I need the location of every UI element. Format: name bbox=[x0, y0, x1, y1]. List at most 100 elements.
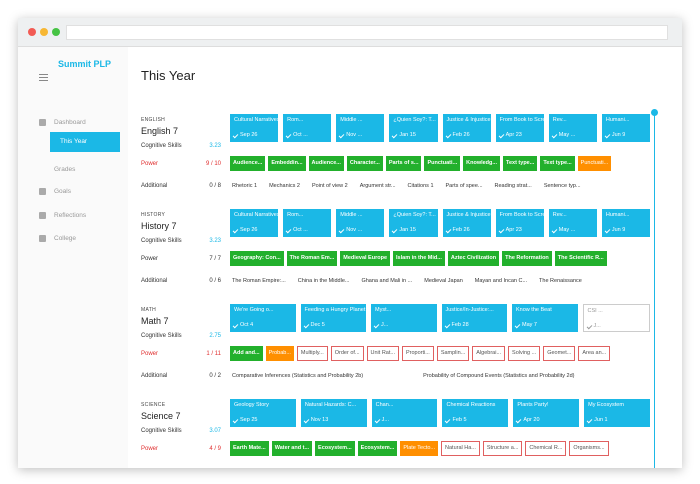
power-focus[interactable]: Geomet... bbox=[543, 346, 576, 361]
project-card[interactable]: Know the Beat May 7 bbox=[512, 304, 578, 332]
power-focus[interactable]: Medieval Europe bbox=[340, 251, 391, 266]
close-button[interactable] bbox=[28, 28, 36, 36]
check-icon bbox=[232, 322, 239, 329]
power-focus[interactable]: Islam in the Mid... bbox=[393, 251, 445, 266]
project-card[interactable]: Justice & Injustice In... Feb 26 bbox=[442, 114, 491, 142]
project-card[interactable]: Humani... Jun 9 bbox=[601, 209, 650, 237]
power-focus[interactable]: Earth Mate... bbox=[230, 441, 269, 456]
project-card[interactable]: Myst... J... bbox=[371, 304, 437, 332]
check-icon bbox=[515, 417, 522, 424]
additional-focus[interactable]: The Roman Empire:... bbox=[232, 278, 286, 284]
project-card[interactable]: Middle ... Nov ... bbox=[336, 209, 385, 237]
project-card[interactable]: Rom... Oct ... bbox=[283, 114, 332, 142]
project-card[interactable]: ¿Quien Soy?: T... Jan 15 bbox=[389, 114, 438, 142]
project-card[interactable]: From Book to Screen Apr 23 bbox=[495, 114, 544, 142]
power-focus[interactable]: The Scientific R... bbox=[554, 251, 607, 266]
power-focus[interactable]: Ecosystem... bbox=[357, 441, 398, 456]
power-focus[interactable]: Parts of s... bbox=[385, 156, 422, 171]
power-focus[interactable]: Embeddin... bbox=[268, 156, 306, 171]
power-focus[interactable]: Samplin... bbox=[436, 346, 470, 361]
project-card[interactable]: Cultural Narratives Proj... Sep 26 bbox=[230, 209, 279, 237]
additional-focus[interactable]: Argument str... bbox=[359, 183, 396, 189]
power-focus[interactable]: Order of... bbox=[330, 346, 364, 361]
additional-focus[interactable]: Citations 1 bbox=[407, 183, 434, 189]
project-card[interactable]: Cultural Narratives Proj... Sep 26 bbox=[230, 114, 279, 142]
power-focus[interactable]: Ecosystem... bbox=[315, 441, 355, 456]
power-focus[interactable]: Add and... bbox=[230, 346, 263, 361]
additional-focus[interactable]: Ghana and Mali in ... bbox=[361, 278, 413, 284]
power-focus[interactable]: Plate Tecto... bbox=[400, 441, 439, 456]
address-bar[interactable] bbox=[66, 25, 668, 40]
project-date: Jun 9 bbox=[611, 132, 626, 138]
additional-focus[interactable]: Sentence typ... bbox=[543, 183, 581, 189]
power-focus[interactable]: Solving ... bbox=[508, 346, 541, 361]
menu-icon[interactable] bbox=[39, 80, 48, 81]
additional-focus[interactable]: Point of view 2 bbox=[311, 183, 348, 189]
power-focus[interactable]: Audience... bbox=[308, 156, 344, 171]
nav-item[interactable]: Reflections bbox=[54, 212, 87, 219]
nav-item[interactable]: College bbox=[54, 235, 77, 242]
project-card[interactable]: Plants Party! Apr 20 bbox=[513, 399, 580, 427]
power-focus[interactable]: Text type... bbox=[540, 156, 575, 171]
power-focus[interactable]: Punctuati... bbox=[424, 156, 461, 171]
power-focus[interactable]: Audience... bbox=[230, 156, 266, 171]
project-card[interactable]: Feeding a Hungry Planet Dec 5 bbox=[300, 304, 366, 332]
project-card[interactable]: Rev... May ... bbox=[548, 209, 597, 237]
power-focus[interactable]: Geography: Con... bbox=[230, 251, 284, 266]
power-focus[interactable]: Unit Rat... bbox=[366, 346, 399, 361]
additional-focus[interactable]: The Renaissance bbox=[539, 278, 582, 284]
power-focus[interactable]: Aztec Civilization bbox=[447, 251, 500, 266]
project-card[interactable]: Humani... Jun 9 bbox=[601, 114, 650, 142]
additional-focus[interactable]: Probability of Compound Events (Statisti… bbox=[423, 373, 575, 379]
additional-focus[interactable]: Mechanics 2 bbox=[269, 183, 300, 189]
project-card[interactable]: Natural Hazards: C... Nov 13 bbox=[300, 399, 367, 427]
project-card[interactable]: Justice & Injustice In... Feb 26 bbox=[442, 209, 491, 237]
additional-focus[interactable]: Comparative Inferences (Statistics and P… bbox=[232, 373, 364, 379]
nav-item[interactable]: This Year bbox=[50, 132, 120, 152]
power-focus[interactable]: Probab... bbox=[265, 346, 294, 361]
power-focus[interactable]: The Reformation bbox=[502, 251, 552, 266]
logo[interactable]: Summit PLP bbox=[58, 59, 112, 69]
project-card[interactable]: Chan... J... bbox=[371, 399, 438, 427]
minimize-button[interactable] bbox=[40, 28, 48, 36]
check-icon bbox=[374, 417, 380, 424]
project-card[interactable]: ¿Quien Soy?: T... Jan 15 bbox=[389, 209, 438, 237]
power-focus[interactable]: Text type... bbox=[503, 156, 538, 171]
project-card[interactable]: CSI ... J... bbox=[582, 304, 650, 332]
power-focus[interactable]: Water and t... bbox=[271, 441, 313, 456]
maximize-button[interactable] bbox=[52, 28, 60, 36]
power-focus[interactable]: Knowledg... bbox=[463, 156, 500, 171]
project-card[interactable]: Middle ... Nov ... bbox=[336, 114, 385, 142]
menu-icon[interactable] bbox=[39, 74, 48, 75]
power-value: 1 / 11 bbox=[206, 351, 221, 357]
power-focus[interactable]: Character... bbox=[346, 156, 383, 171]
power-focus[interactable]: Organisms... bbox=[569, 441, 609, 456]
additional-focus[interactable]: Medieval Japan bbox=[424, 278, 463, 284]
power-focus[interactable]: The Roman Em... bbox=[286, 251, 338, 266]
nav-item[interactable]: Goals bbox=[54, 188, 71, 195]
additional-focus[interactable]: Rhetoric 1 bbox=[232, 183, 258, 189]
nav-item[interactable]: Grades bbox=[54, 166, 76, 173]
project-card[interactable]: Rom... Oct ... bbox=[283, 209, 332, 237]
project-card[interactable]: My Ecosystem Jun 1 bbox=[584, 399, 650, 427]
project-card[interactable]: Justice/In-Justice:... Feb 28 bbox=[441, 304, 507, 332]
additional-focus[interactable]: China in the Middle... bbox=[297, 278, 350, 284]
nav-item[interactable]: Dashboard bbox=[54, 119, 86, 126]
additional-focus[interactable]: Mayan and Incan C... bbox=[474, 278, 528, 284]
power-focus[interactable]: Natural Ha... bbox=[441, 441, 480, 456]
power-focus[interactable]: Proporti... bbox=[401, 346, 434, 361]
power-focus[interactable]: Multiply... bbox=[296, 346, 328, 361]
project-card[interactable]: Geology Story Sep 25 bbox=[230, 399, 296, 427]
additional-focus[interactable]: Parts of spee... bbox=[445, 183, 483, 189]
power-focus[interactable]: Chemical R... bbox=[525, 441, 567, 456]
power-focus[interactable]: Algebrai... bbox=[472, 346, 506, 361]
power-focus[interactable]: Punctuati... bbox=[577, 156, 612, 171]
project-card[interactable]: Chemical Reactions Feb 5 bbox=[442, 399, 509, 427]
power-focus[interactable]: Area an... bbox=[578, 346, 611, 361]
additional-focus[interactable]: Reading strat... bbox=[494, 183, 532, 189]
power-focus[interactable]: Structure a... bbox=[482, 441, 523, 456]
project-card[interactable]: From Book to Screen Apr 23 bbox=[495, 209, 544, 237]
menu-icon[interactable] bbox=[39, 77, 48, 78]
project-card[interactable]: Rev... May ... bbox=[548, 114, 597, 142]
project-card[interactable]: We're Going o... Oct 4 bbox=[230, 304, 296, 332]
